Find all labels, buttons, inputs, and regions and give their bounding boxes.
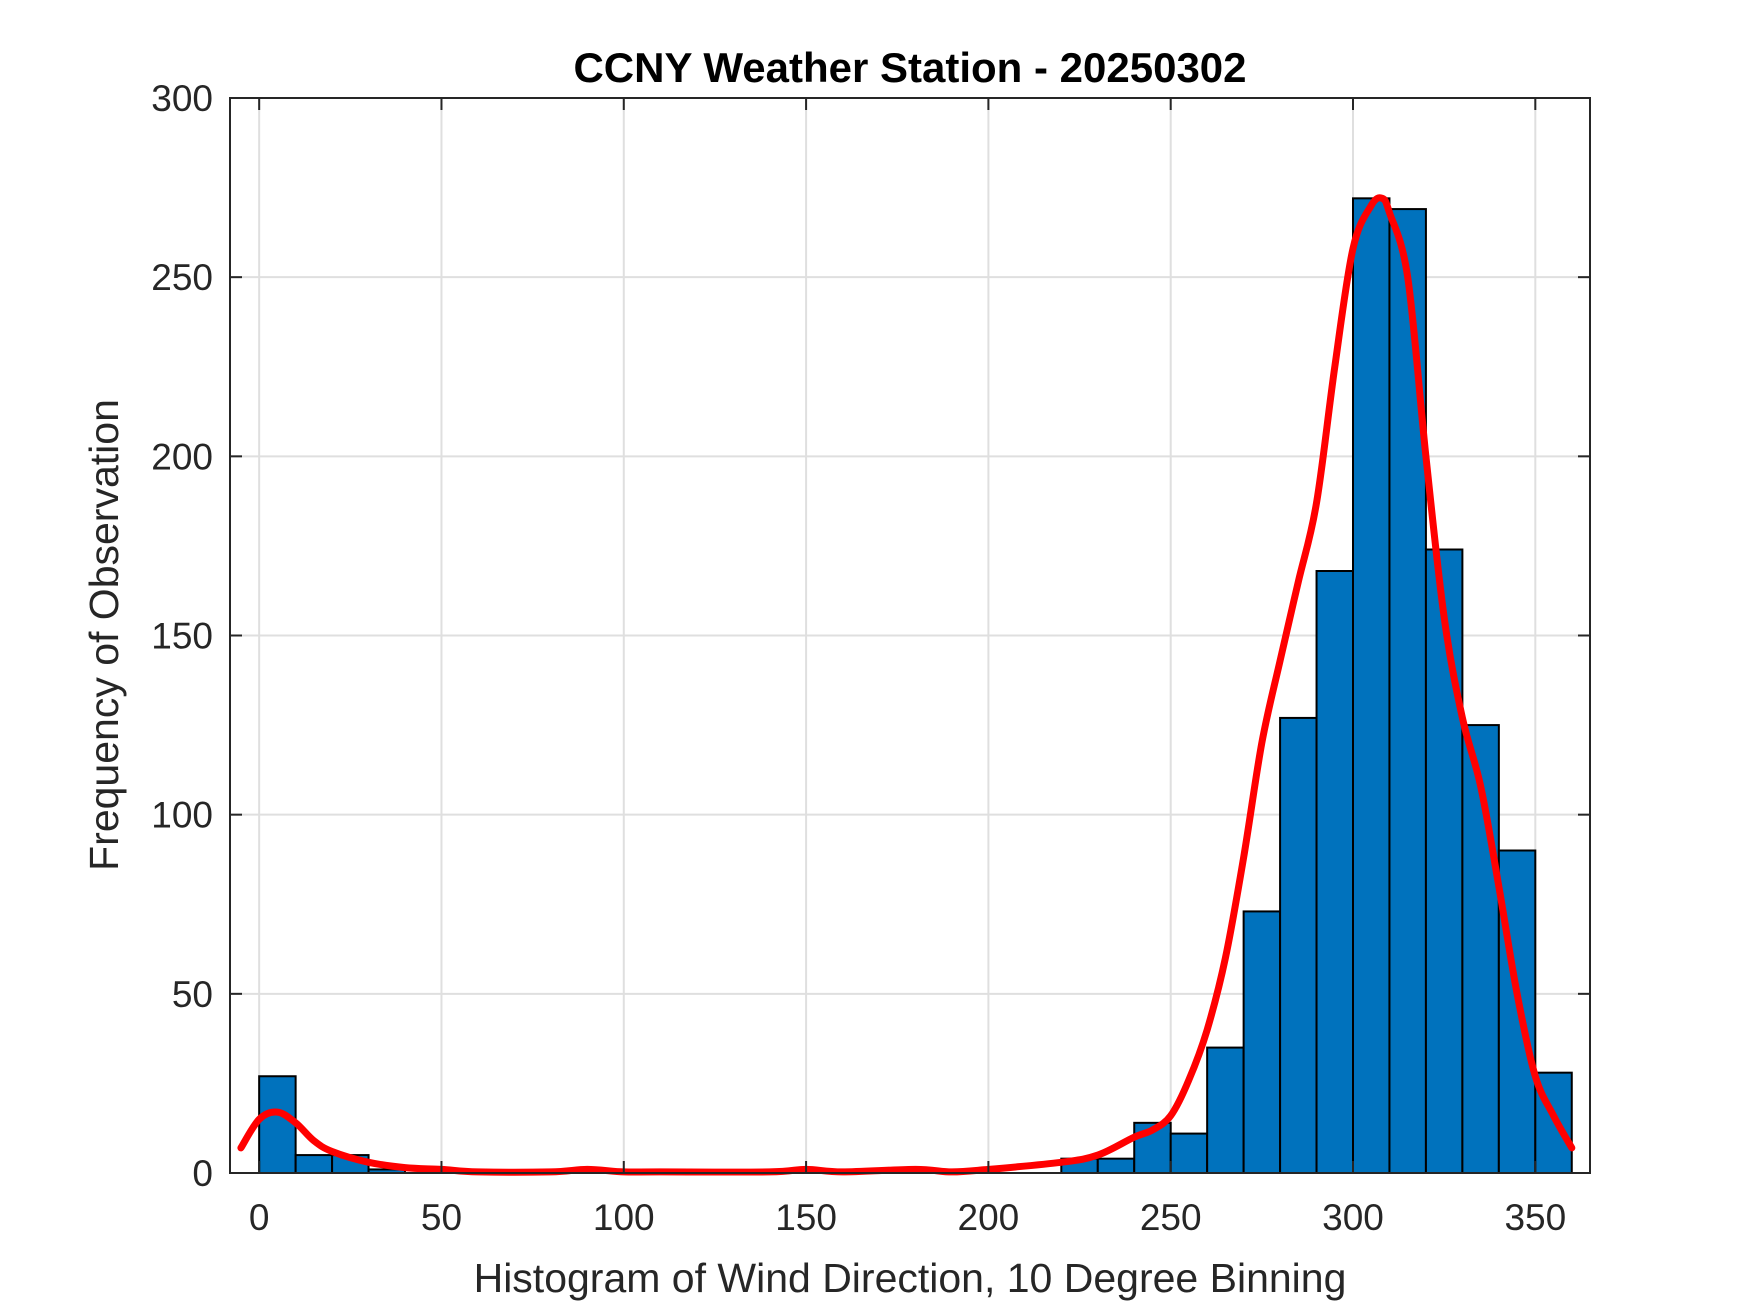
histogram-bar (1242, 910, 1282, 1175)
histogram-bar (294, 1154, 334, 1175)
histogram-bar (1388, 208, 1427, 1175)
y-tick-label: 300 (151, 78, 213, 119)
x-tick-label: 100 (593, 1197, 655, 1238)
y-tick-label: 250 (151, 257, 213, 298)
histogram-bar (258, 1075, 297, 1174)
density-curve (237, 194, 1576, 1176)
histogram-bar (1096, 1157, 1136, 1174)
x-axis-label: Histogram of Wind Direction, 10 Degree B… (474, 1255, 1347, 1301)
y-tick-labels: 0 50 100 150 200 250 300 (151, 78, 213, 1194)
x-tick-label: 350 (1504, 1197, 1566, 1238)
axis-ticks (230, 97, 1590, 1174)
y-tick-label: 200 (151, 436, 213, 477)
y-axis-label: Frequency of Observation (81, 399, 127, 871)
histogram-bar (1169, 1132, 1209, 1175)
histogram-bar (1352, 197, 1391, 1175)
x-tick-label: 200 (958, 1197, 1020, 1238)
y-tick-label: 50 (172, 974, 213, 1015)
x-tick-label: 50 (421, 1197, 462, 1238)
histogram-bar (1206, 1046, 1245, 1175)
histogram-bar (1424, 548, 1464, 1174)
histogram-bar (1279, 716, 1318, 1175)
y-tick-label: 150 (151, 616, 213, 657)
y-tick-label: 100 (151, 795, 213, 836)
y-tick-label: 0 (192, 1153, 213, 1194)
x-tick-label: 150 (775, 1197, 837, 1238)
x-tick-label: 300 (1322, 1197, 1384, 1238)
histogram-bars (258, 197, 1573, 1175)
chart-title: CCNY Weather Station - 20250302 (573, 44, 1246, 91)
x-tick-label: 0 (249, 1197, 270, 1238)
histogram-bar (1315, 570, 1355, 1174)
x-tick-labels: 0 50 100 150 200 250 300 350 (249, 1197, 1566, 1238)
x-tick-label: 250 (1140, 1197, 1202, 1238)
